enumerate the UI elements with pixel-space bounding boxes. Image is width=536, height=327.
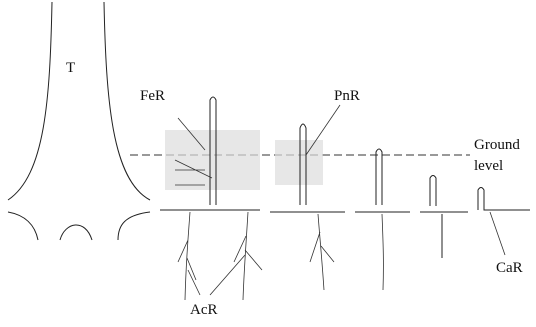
- soil-surface: [160, 210, 468, 212]
- label-ground: Ground: [474, 137, 520, 153]
- label-t: T: [66, 60, 75, 76]
- tree-trunk: [8, 2, 150, 240]
- label-car: CaR: [496, 260, 523, 276]
- label-acr: AcR: [190, 302, 218, 318]
- roots: [178, 212, 505, 300]
- label-fer: FeR: [140, 88, 165, 104]
- shoots: [165, 97, 530, 210]
- label-pnr: PnR: [334, 88, 360, 104]
- label-level: level: [474, 158, 503, 174]
- diagram: T FeR PnR Ground level CaR AcR: [0, 0, 536, 327]
